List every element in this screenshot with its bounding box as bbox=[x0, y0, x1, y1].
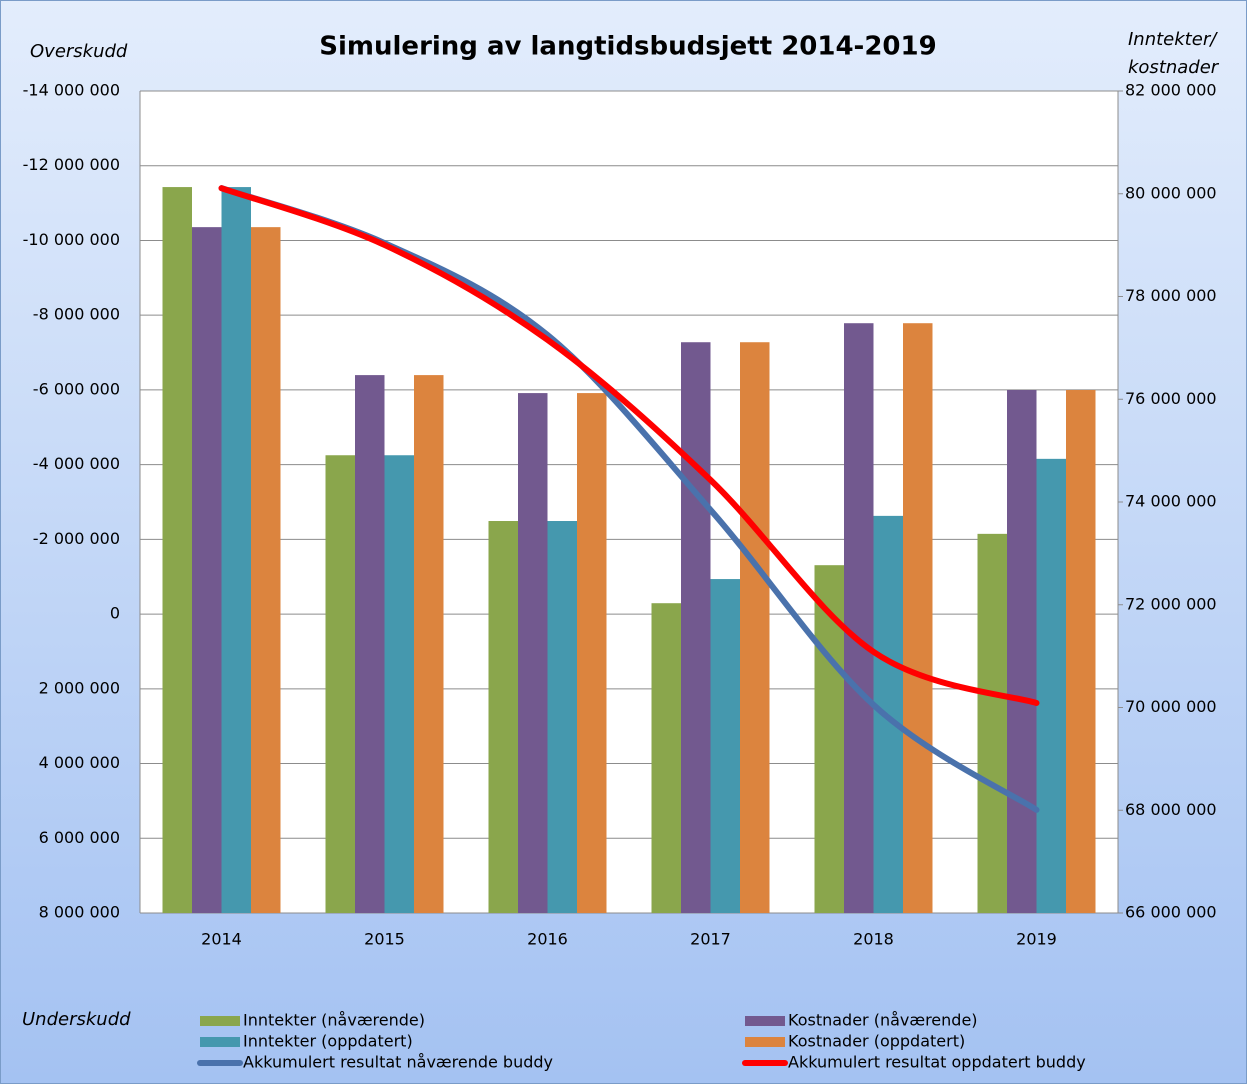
legend-label: Akkumulert resultat nåværende buddy bbox=[243, 1053, 553, 1072]
y-tick-label: -4 000 000 bbox=[33, 454, 120, 473]
y2-tick-label: 66 000 000 bbox=[1125, 903, 1217, 922]
legend-label: Inntekter (nåværende) bbox=[243, 1011, 425, 1030]
bar bbox=[1066, 390, 1096, 913]
chart-title: Simulering av langtidsbudsjett 2014-2019 bbox=[319, 32, 936, 62]
y-tick-label: 2 000 000 bbox=[39, 678, 120, 697]
bar bbox=[740, 342, 770, 913]
y-label-top: Overskudd bbox=[30, 41, 128, 62]
y-tick-label: -2 000 000 bbox=[33, 529, 120, 548]
bar bbox=[977, 533, 1007, 913]
bar bbox=[903, 323, 933, 914]
bar bbox=[681, 342, 711, 913]
bar bbox=[488, 521, 518, 913]
legend-swatch bbox=[745, 1037, 785, 1047]
legend-label: Kostnader (nåværende) bbox=[788, 1011, 978, 1030]
bar bbox=[651, 603, 681, 913]
y2-label: kostnader bbox=[1128, 57, 1220, 78]
y-tick-label: 4 000 000 bbox=[39, 753, 120, 772]
y-tick-label: 0 bbox=[110, 604, 120, 623]
legend-swatch bbox=[745, 1016, 785, 1026]
plot-area bbox=[140, 91, 1118, 913]
y-tick-label: -10 000 000 bbox=[23, 230, 120, 249]
bar bbox=[710, 579, 740, 913]
y2-tick-label: 68 000 000 bbox=[1125, 800, 1217, 819]
x-tick-label: 2018 bbox=[853, 930, 894, 949]
x-tick-label: 2015 bbox=[364, 930, 405, 949]
y-tick-label: -14 000 000 bbox=[23, 81, 120, 100]
y2-tick-label: 80 000 000 bbox=[1125, 183, 1217, 202]
legend-label: Kostnader (oppdatert) bbox=[788, 1032, 965, 1051]
x-tick-label: 2016 bbox=[527, 930, 568, 949]
legend-swatch bbox=[200, 1016, 240, 1026]
y-tick-label: 8 000 000 bbox=[39, 903, 120, 922]
x-tick-label: 2017 bbox=[690, 930, 731, 949]
bar bbox=[577, 393, 607, 914]
y-label-bottom: Underskudd bbox=[22, 1009, 131, 1030]
y2-tick-label: 82 000 000 bbox=[1125, 81, 1217, 100]
legend-swatch bbox=[200, 1037, 240, 1047]
legend-label: Akkumulert resultat oppdatert buddy bbox=[788, 1053, 1086, 1072]
bar bbox=[325, 455, 355, 913]
y2-tick-label: 70 000 000 bbox=[1125, 697, 1217, 716]
y-tick-label: -12 000 000 bbox=[23, 155, 120, 174]
legend-label: Inntekter (oppdatert) bbox=[243, 1032, 413, 1051]
bar bbox=[1007, 390, 1037, 913]
bar bbox=[221, 187, 251, 914]
bar bbox=[814, 565, 844, 913]
y2-tick-label: 74 000 000 bbox=[1125, 492, 1217, 511]
bar bbox=[844, 323, 874, 914]
y-tick-label: -8 000 000 bbox=[33, 305, 120, 324]
bar bbox=[414, 375, 444, 913]
bar bbox=[355, 375, 385, 913]
bar bbox=[162, 187, 192, 914]
bar bbox=[251, 227, 281, 914]
y2-label: Inntekter/ bbox=[1128, 29, 1218, 50]
y2-tick-label: 78 000 000 bbox=[1125, 286, 1217, 305]
y-tick-label: 6 000 000 bbox=[39, 828, 120, 847]
bar bbox=[547, 521, 577, 913]
y2-tick-label: 72 000 000 bbox=[1125, 594, 1217, 613]
y-tick-label: -6 000 000 bbox=[33, 379, 120, 398]
bar bbox=[518, 393, 548, 914]
bar bbox=[192, 227, 222, 914]
bar bbox=[384, 455, 414, 913]
x-tick-label: 2019 bbox=[1016, 930, 1057, 949]
bar bbox=[1036, 458, 1066, 913]
x-tick-label: 2014 bbox=[201, 930, 242, 949]
line bbox=[218, 185, 1040, 707]
y2-tick-label: 76 000 000 bbox=[1125, 389, 1217, 408]
